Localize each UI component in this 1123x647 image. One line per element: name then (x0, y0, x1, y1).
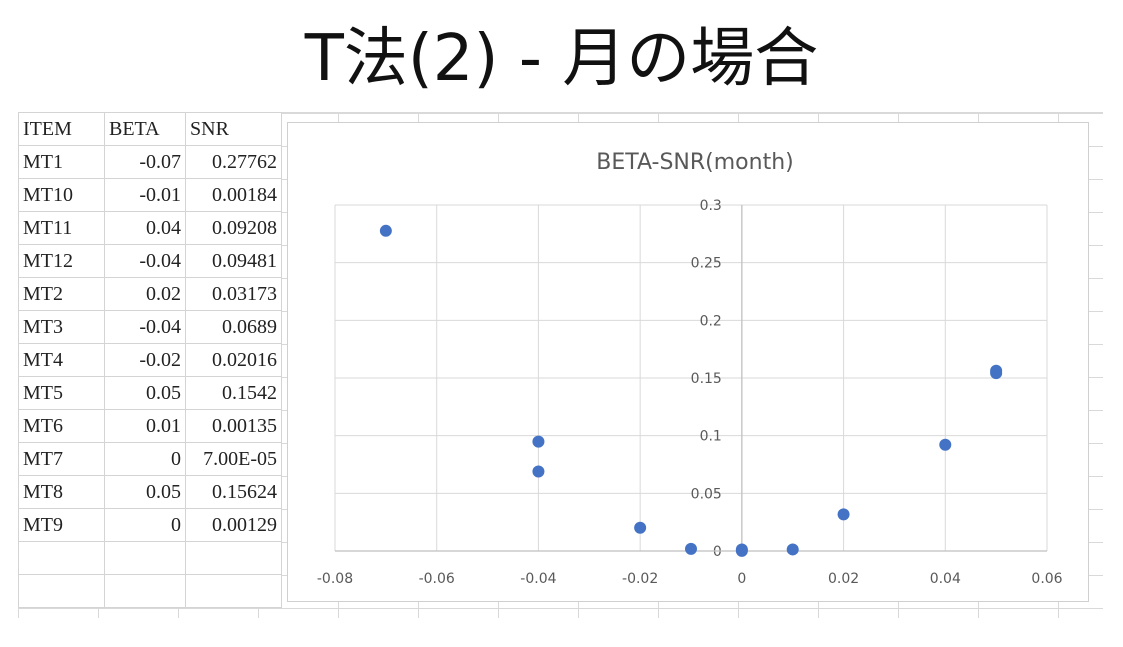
table-row: MT8 0.05 0.15624 (18, 475, 282, 509)
cell-beta[interactable]: 0.05 (104, 376, 186, 410)
cell-snr[interactable]: 7.00E-05 (185, 442, 282, 476)
cell-item[interactable]: MT3 (18, 310, 105, 344)
empty-cell[interactable] (18, 574, 105, 608)
x-tick-label: 0.04 (930, 571, 961, 587)
table-row: MT4 -0.02 0.02016 (18, 343, 282, 377)
cell-beta[interactable]: 0 (104, 508, 186, 542)
chart-points (379, 224, 1003, 557)
x-tick-label: -0.04 (520, 571, 556, 587)
cell-item[interactable]: MT2 (18, 277, 105, 311)
cell-beta[interactable]: -0.04 (104, 310, 186, 344)
cell-snr[interactable]: 0.03173 (185, 277, 282, 311)
y-tick-label: 0.25 (691, 256, 722, 272)
cell-item[interactable]: MT8 (18, 475, 105, 509)
cell-beta[interactable]: -0.02 (104, 343, 186, 377)
cell-snr[interactable]: 0.27762 (185, 145, 282, 179)
data-point[interactable] (379, 224, 392, 237)
data-point[interactable] (735, 543, 748, 556)
empty-cell[interactable] (104, 574, 186, 608)
data-point[interactable] (837, 508, 850, 521)
y-tick-label: 0 (713, 544, 722, 560)
cell-snr[interactable]: 0.00129 (185, 508, 282, 542)
x-tick-label: 0.02 (828, 571, 859, 587)
data-table: ITEM BETA SNR MT1 -0.07 0.27762 MT10 -0.01 0.… (18, 112, 282, 608)
slide-title: T法(2) - 月の場合 (304, 22, 819, 96)
cell-beta[interactable]: 0.04 (104, 211, 186, 245)
cell-item[interactable]: MT11 (18, 211, 105, 245)
cell-beta[interactable]: -0.07 (104, 145, 186, 179)
cell-item[interactable]: MT5 (18, 376, 105, 410)
table-row: MT1 -0.07 0.27762 (18, 145, 282, 179)
cell-item[interactable]: MT6 (18, 409, 105, 443)
chart-axes: -0.08 -0.06 -0.04 -0.02 0 0.02 0.04 0.06 0 0.05 0.… (317, 198, 1063, 587)
empty-cell[interactable] (104, 541, 186, 575)
cell-snr[interactable]: 0.02016 (185, 343, 282, 377)
cell-item[interactable]: MT4 (18, 343, 105, 377)
cell-snr[interactable]: 0.15624 (185, 475, 282, 509)
table-row: MT11 0.04 0.09208 (18, 211, 282, 245)
table-row: MT7 0 7.00E-05 (18, 442, 282, 476)
chart-title: BETA-SNR(month) (596, 150, 794, 175)
cell-item[interactable]: MT1 (18, 145, 105, 179)
cell-item[interactable]: MT10 (18, 178, 105, 212)
y-tick-label: 0.2 (700, 313, 722, 329)
cell-beta[interactable]: 0.05 (104, 475, 186, 509)
cell-snr[interactable]: 0.1542 (185, 376, 282, 410)
cell-snr[interactable]: 0.00135 (185, 409, 282, 443)
header-beta[interactable]: BETA (104, 112, 186, 146)
y-tick-label: 0.3 (700, 198, 722, 214)
table-row: MT6 0.01 0.00135 (18, 409, 282, 443)
table-body: MT1 -0.07 0.27762 MT10 -0.01 0.00184 MT11 0.04 0… (18, 145, 282, 608)
table-row: MT3 -0.04 0.0689 (18, 310, 282, 344)
cell-beta[interactable]: 0.01 (104, 409, 186, 443)
data-point[interactable] (634, 521, 647, 534)
chart-svg: BETA-SNR(month) -0.08 -0.06 -0.04 -0.02 0 0.0… (317, 150, 1063, 587)
empty-cell[interactable] (185, 574, 282, 608)
cell-snr[interactable]: 0.09481 (185, 244, 282, 278)
data-point[interactable] (685, 542, 697, 555)
header-item[interactable]: ITEM (18, 112, 105, 146)
scatter-chart[interactable]: BETA-SNR(month) -0.08 -0.06 -0.04 -0.02 0 0.0… (287, 122, 1089, 602)
x-tick-label: 0.06 (1031, 571, 1062, 587)
x-tick-label: -0.08 (317, 571, 353, 587)
cell-snr[interactable]: 0.0689 (185, 310, 282, 344)
y-tick-label: 0.15 (691, 371, 722, 387)
table-row: MT2 0.02 0.03173 (18, 277, 282, 311)
data-point[interactable] (786, 543, 799, 556)
x-tick-label: -0.06 (419, 571, 455, 587)
cell-beta[interactable]: -0.04 (104, 244, 186, 278)
cell-item[interactable]: MT9 (18, 508, 105, 542)
x-tick-label: -0.02 (622, 571, 658, 587)
data-point[interactable] (990, 364, 1003, 377)
data-point[interactable] (532, 435, 545, 448)
y-tick-label: 0.1 (700, 429, 722, 445)
cell-snr[interactable]: 0.00184 (185, 178, 282, 212)
cell-beta[interactable]: 0 (104, 442, 186, 476)
data-point[interactable] (939, 438, 952, 451)
empty-row (18, 541, 282, 575)
cell-snr[interactable]: 0.09208 (185, 211, 282, 245)
x-tick-label: 0 (737, 571, 746, 587)
y-tick-label: 0.05 (691, 486, 722, 502)
empty-cell[interactable] (185, 541, 282, 575)
empty-cell[interactable] (18, 541, 105, 575)
cell-beta[interactable]: -0.01 (104, 178, 186, 212)
empty-row (18, 574, 282, 608)
header-snr[interactable]: SNR (185, 112, 282, 146)
data-point[interactable] (532, 465, 545, 478)
cell-item[interactable]: MT7 (18, 442, 105, 476)
table-row: MT12 -0.04 0.09481 (18, 244, 282, 278)
table-header-row: ITEM BETA SNR (18, 112, 282, 146)
table-row: MT10 -0.01 0.00184 (18, 178, 282, 212)
table-row: MT5 0.05 0.1542 (18, 376, 282, 410)
table-row: MT9 0 0.00129 (18, 508, 282, 542)
cell-item[interactable]: MT12 (18, 244, 105, 278)
cell-beta[interactable]: 0.02 (104, 277, 186, 311)
